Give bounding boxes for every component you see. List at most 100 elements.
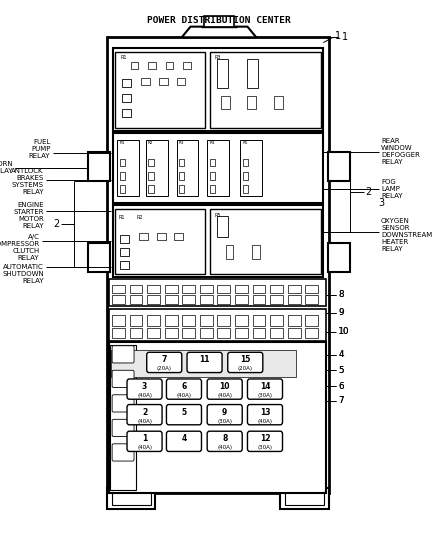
- Bar: [252, 245, 260, 259]
- Bar: [328, 152, 350, 181]
- Text: 1: 1: [335, 31, 341, 41]
- Bar: [120, 235, 129, 243]
- Text: 2: 2: [365, 187, 371, 197]
- Bar: [179, 172, 184, 180]
- FancyBboxPatch shape: [166, 405, 201, 425]
- Bar: [182, 328, 195, 338]
- Bar: [130, 285, 142, 293]
- Text: 7: 7: [339, 397, 344, 405]
- FancyBboxPatch shape: [207, 405, 242, 425]
- Text: 5: 5: [339, 366, 344, 375]
- Text: 7: 7: [162, 356, 167, 364]
- Text: 2: 2: [53, 220, 59, 229]
- Bar: [110, 345, 136, 490]
- Bar: [235, 328, 248, 338]
- Bar: [210, 209, 321, 274]
- Bar: [182, 295, 195, 304]
- Bar: [200, 285, 213, 293]
- Polygon shape: [182, 27, 256, 37]
- Text: 3: 3: [378, 198, 384, 207]
- FancyBboxPatch shape: [127, 405, 162, 425]
- Bar: [111, 350, 296, 377]
- Bar: [305, 316, 318, 326]
- Bar: [120, 172, 125, 180]
- Bar: [217, 316, 230, 326]
- Bar: [148, 185, 154, 193]
- Text: (40A): (40A): [258, 418, 272, 424]
- Text: 4: 4: [338, 351, 343, 359]
- Bar: [270, 285, 283, 293]
- Text: FUEL
PUMP
RELAY: FUEL PUMP RELAY: [29, 139, 50, 159]
- Bar: [165, 295, 177, 304]
- Text: 3: 3: [142, 382, 147, 391]
- Bar: [139, 233, 148, 240]
- Bar: [182, 316, 195, 326]
- Bar: [165, 328, 177, 338]
- FancyBboxPatch shape: [247, 379, 283, 399]
- Bar: [166, 62, 173, 69]
- Text: ANTLOCK
BRAKES
SYSTEMS
RELAY: ANTLOCK BRAKES SYSTEMS RELAY: [11, 168, 44, 195]
- Text: 14: 14: [260, 382, 270, 391]
- Bar: [200, 328, 213, 338]
- Bar: [165, 316, 177, 326]
- Bar: [247, 96, 256, 109]
- Bar: [112, 316, 125, 326]
- Text: 13: 13: [260, 408, 270, 416]
- Bar: [130, 328, 142, 338]
- Bar: [159, 78, 168, 85]
- Text: 8: 8: [338, 290, 343, 299]
- Bar: [288, 316, 300, 326]
- Bar: [130, 316, 142, 326]
- Text: (30A): (30A): [258, 393, 272, 398]
- Bar: [243, 185, 248, 193]
- Text: 6: 6: [339, 382, 344, 391]
- Text: 1: 1: [142, 434, 147, 443]
- Text: 15: 15: [240, 356, 251, 364]
- Text: 10: 10: [338, 327, 349, 336]
- FancyBboxPatch shape: [166, 431, 201, 451]
- Bar: [146, 140, 168, 196]
- Bar: [288, 285, 300, 293]
- Bar: [288, 328, 300, 338]
- Bar: [112, 328, 125, 338]
- Bar: [117, 140, 139, 196]
- FancyBboxPatch shape: [127, 379, 162, 399]
- Bar: [120, 261, 129, 269]
- Text: 10: 10: [338, 327, 349, 336]
- Text: (40A): (40A): [137, 418, 152, 424]
- Text: (40A): (40A): [137, 445, 152, 450]
- Text: R5: R5: [215, 213, 221, 218]
- Bar: [179, 159, 184, 166]
- Text: AUTOMATIC
SHUTDOWN
RELAY: AUTOMATIC SHUTDOWN RELAY: [2, 264, 44, 284]
- Bar: [243, 159, 248, 166]
- Bar: [200, 316, 213, 326]
- Bar: [131, 62, 138, 69]
- Text: R4: R4: [209, 141, 215, 145]
- Bar: [235, 295, 248, 304]
- Text: R3: R3: [215, 54, 221, 60]
- Text: ENGINE
STARTER
MOTOR
RELAY: ENGINE STARTER MOTOR RELAY: [13, 203, 44, 229]
- Bar: [247, 59, 258, 88]
- Bar: [183, 62, 191, 69]
- Bar: [305, 285, 318, 293]
- Bar: [122, 79, 131, 87]
- Text: (20A): (20A): [157, 366, 172, 372]
- Bar: [253, 285, 265, 293]
- Text: 8: 8: [339, 290, 344, 299]
- FancyBboxPatch shape: [147, 352, 182, 373]
- Text: 7: 7: [338, 397, 343, 405]
- Bar: [115, 52, 205, 128]
- Bar: [210, 52, 321, 128]
- Bar: [182, 285, 195, 293]
- Text: FOG
LAMP
RELAY: FOG LAMP RELAY: [381, 179, 403, 199]
- Text: 9: 9: [222, 408, 227, 416]
- Bar: [217, 59, 228, 88]
- FancyBboxPatch shape: [112, 395, 134, 412]
- Text: (40A): (40A): [217, 393, 232, 398]
- Bar: [179, 185, 184, 193]
- Text: (30A): (30A): [217, 418, 232, 424]
- Text: 5: 5: [338, 366, 343, 375]
- Text: R5: R5: [242, 141, 248, 145]
- FancyBboxPatch shape: [112, 444, 134, 461]
- Bar: [177, 140, 198, 196]
